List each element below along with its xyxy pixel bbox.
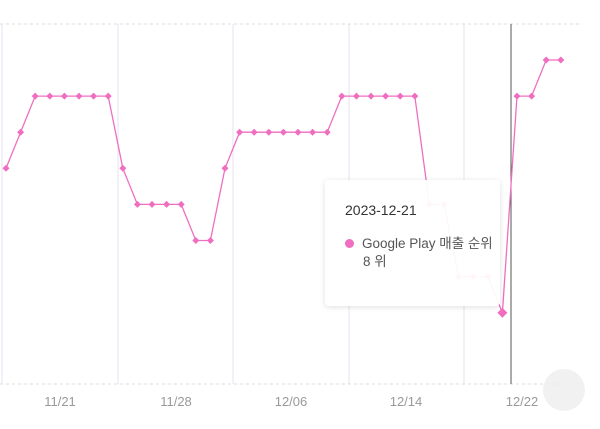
- tooltip-date: 2023-12-21: [345, 202, 417, 218]
- data-point-marker[interactable]: [367, 92, 375, 100]
- data-point-marker[interactable]: [294, 128, 302, 136]
- data-point-marker[interactable]: [206, 236, 214, 244]
- data-point-marker[interactable]: [104, 92, 112, 100]
- tooltip: 2023-12-21 Google Play 매출 순위 8 위: [325, 180, 500, 306]
- data-point-marker[interactable]: [396, 92, 404, 100]
- data-point-marker[interactable]: [46, 92, 54, 100]
- tooltip-series-label: Google Play 매출 순위: [362, 236, 493, 251]
- x-axis-tick-label: 12/14: [389, 394, 423, 409]
- data-point-marker[interactable]: [279, 128, 287, 136]
- data-point-marker[interactable]: [2, 164, 10, 172]
- data-point-marker[interactable]: [17, 128, 25, 136]
- series-dot-icon: [345, 239, 354, 248]
- x-axis-tick-label: 12/06: [274, 394, 308, 409]
- data-point-marker[interactable]: [265, 128, 273, 136]
- data-point-marker[interactable]: [513, 92, 521, 100]
- data-point-marker[interactable]: [75, 92, 83, 100]
- data-point-marker[interactable]: [497, 307, 508, 318]
- watermark-logo: [543, 369, 585, 411]
- data-point-marker[interactable]: [236, 128, 244, 136]
- data-point-marker[interactable]: [133, 200, 141, 208]
- data-point-marker[interactable]: [90, 92, 98, 100]
- data-point-marker[interactable]: [163, 200, 171, 208]
- data-point-marker[interactable]: [323, 128, 331, 136]
- data-point-marker[interactable]: [352, 92, 360, 100]
- data-point-marker[interactable]: [338, 92, 346, 100]
- data-point-marker[interactable]: [177, 200, 185, 208]
- tooltip-value: 8 위: [363, 254, 387, 269]
- data-point-marker[interactable]: [31, 92, 39, 100]
- x-axis-tick-label: 12/22: [505, 394, 539, 409]
- data-point-marker[interactable]: [528, 92, 536, 100]
- data-point-marker[interactable]: [411, 92, 419, 100]
- data-point-marker[interactable]: [60, 92, 68, 100]
- data-point-marker[interactable]: [148, 200, 156, 208]
- data-point-marker[interactable]: [557, 56, 565, 64]
- data-point-marker[interactable]: [250, 128, 258, 136]
- data-point-marker[interactable]: [542, 56, 550, 64]
- data-point-marker[interactable]: [382, 92, 390, 100]
- data-point-marker[interactable]: [309, 128, 317, 136]
- data-point-marker[interactable]: [119, 164, 127, 172]
- x-axis-tick-label: 11/21: [44, 394, 76, 409]
- data-point-marker[interactable]: [192, 236, 200, 244]
- data-point-marker[interactable]: [221, 164, 229, 172]
- x-axis-tick-label: 11/28: [160, 394, 192, 409]
